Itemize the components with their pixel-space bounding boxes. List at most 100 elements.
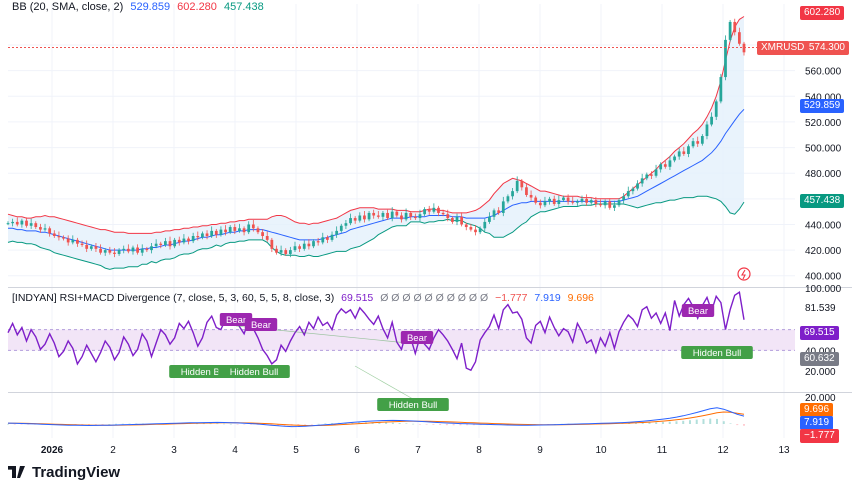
candle-body <box>636 183 639 189</box>
time-tick-label: 2 <box>110 445 116 456</box>
candle-body <box>677 151 681 157</box>
candle-body <box>29 223 33 226</box>
candle-body <box>224 229 227 233</box>
band-fill <box>8 16 744 270</box>
bear-label-box <box>219 313 253 326</box>
candle-body <box>330 234 334 240</box>
candle-body <box>279 250 283 253</box>
last-price-tag: XMRUSD 574.300 <box>757 41 849 55</box>
time-tick-label: 9 <box>537 445 543 456</box>
candle-body <box>705 124 709 137</box>
candle-body <box>182 238 186 243</box>
macd-histogram-bar <box>310 424 313 425</box>
macd-histogram-bar <box>466 424 469 426</box>
candle-body <box>177 239 181 243</box>
candle-body <box>520 180 524 188</box>
price-tick-label: 400.000 <box>805 272 842 283</box>
candle-body <box>159 243 163 245</box>
candle-body <box>214 230 218 235</box>
osc-legend-na: Ø Ø Ø Ø Ø Ø Ø Ø Ø Ø <box>380 292 489 304</box>
bb-legend-basis: 529.859 <box>130 1 171 13</box>
candle-body <box>400 215 403 220</box>
candle-body <box>326 237 329 240</box>
candle-body <box>275 248 278 253</box>
macd-histogram-bar <box>722 421 725 424</box>
bb-legend-name: BB (20, SMA, close, 2) <box>12 1 124 13</box>
candles <box>6 18 746 258</box>
candle-body <box>94 246 98 249</box>
macd-histogram-bar <box>13 424 16 425</box>
candle-body <box>270 239 274 249</box>
candle-body <box>640 178 644 184</box>
candle-body <box>103 250 107 253</box>
candle-body <box>242 228 246 233</box>
rsi-tick-label: 81.539 <box>805 303 836 314</box>
last-price-value: 574.300 <box>808 42 845 53</box>
macd-histogram-bar <box>452 424 455 426</box>
time-tick-label: 4 <box>232 445 238 456</box>
candle-body <box>358 215 362 221</box>
candle-body <box>733 21 737 33</box>
candle-body <box>339 225 343 231</box>
candle-body <box>15 221 19 225</box>
bb-legend-lower: 457.438 <box>223 1 264 13</box>
macd-histogram-bar <box>81 424 84 425</box>
macd-histogram-bar <box>317 423 320 425</box>
candle-body <box>631 188 635 192</box>
candle-body <box>691 141 695 147</box>
tradingview-logo[interactable]: TradingView <box>8 464 120 481</box>
bull-label-text: Hidden Bull <box>181 367 230 378</box>
candle-body <box>376 215 380 217</box>
macd-histogram-bar <box>405 423 408 424</box>
candle-body <box>460 216 464 225</box>
candle-body <box>552 198 556 204</box>
candle-body <box>742 43 746 53</box>
candle-body <box>335 230 339 235</box>
rsi-tick-label: 100.000 <box>805 284 842 295</box>
candle-body <box>525 187 528 195</box>
macd-histogram-bar <box>88 424 91 425</box>
candle-body <box>66 238 70 243</box>
candle-body <box>367 212 371 220</box>
macd-histogram-bar <box>27 424 30 425</box>
macd-histogram-bar <box>378 422 381 424</box>
macd-histogram-bar <box>715 418 718 424</box>
macd-histogram-bar <box>216 423 219 425</box>
macd-histogram-bar <box>351 422 354 424</box>
candle-body <box>205 233 209 237</box>
osc-legend[interactable]: [INDYAN] RSI+MACD Divergence (7, close, … <box>12 292 598 304</box>
candle-body <box>571 201 575 203</box>
upper-band-tag: 602.280 <box>800 6 845 20</box>
price-tick-label: 560.000 <box>805 67 842 78</box>
time-tick-label: 2026 <box>41 445 64 456</box>
candle-body <box>409 212 413 217</box>
price-tick-label: 520.000 <box>805 118 842 129</box>
bull-label-box <box>681 346 753 359</box>
candle-body <box>219 229 223 235</box>
candle-body <box>497 210 501 213</box>
candle-body <box>469 227 473 230</box>
candle-body <box>196 236 200 238</box>
candle-body <box>173 239 177 247</box>
bear-label-text: Bear <box>407 333 427 344</box>
candle-body <box>626 191 630 197</box>
candle-body <box>455 216 459 222</box>
rsi-level-tag: 60.632 <box>800 352 839 366</box>
macd-histogram-bar <box>277 424 280 426</box>
candle-body <box>483 221 487 229</box>
bb-legend[interactable]: BB (20, SMA, close, 2) 529.859 602.280 4… <box>12 1 268 13</box>
candle-body <box>622 196 626 201</box>
macd-histogram-bar <box>432 424 435 425</box>
price-tick-label: 480.000 <box>805 169 842 180</box>
candle-body <box>427 209 431 212</box>
candle-body <box>710 116 713 125</box>
candle-body <box>201 233 204 238</box>
candle-body <box>57 236 61 238</box>
candle-body <box>80 243 84 245</box>
macd-histogram-bar <box>709 418 712 424</box>
candle-body <box>608 201 612 208</box>
time-tick-label: 11 <box>657 445 668 456</box>
bear-label-text: Bear <box>688 306 708 317</box>
